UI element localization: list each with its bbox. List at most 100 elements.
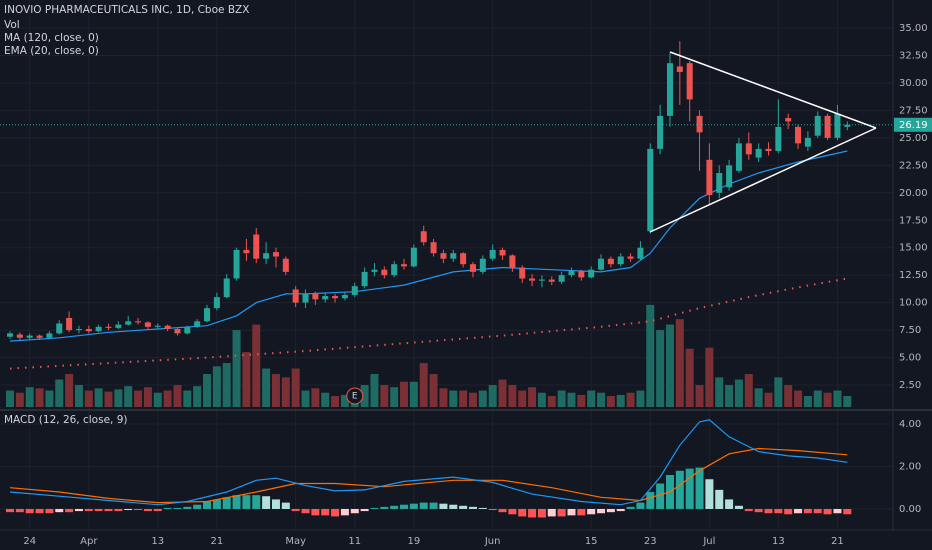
candle-body [204,308,211,322]
macd-histogram-bar [419,502,428,509]
x-tick-label: Jul [702,536,715,547]
candle-body [371,269,378,272]
candle-body [568,270,575,276]
candle-body [785,118,792,122]
candle-body [292,289,299,303]
candle-body [735,143,742,171]
macd-histogram-bar [744,508,753,512]
volume-bar [833,390,842,407]
macd-histogram-bar [390,505,399,509]
volume-bar [656,330,665,407]
candle-body [469,264,476,272]
candle-body [578,270,585,278]
candle-body [322,296,329,300]
volume-bar [665,324,674,407]
volume-bar [449,390,458,407]
x-tick-label: 21 [831,536,844,547]
macd-histogram-bar [567,508,576,516]
candle-body [253,234,260,259]
volume-bar [400,381,409,407]
volume-bar [45,390,54,407]
volume-bar [567,392,576,407]
volume-bar [419,363,428,407]
symbol-title: INOVIO PHARMACEUTICALS INC, 1D, Cboe BZX [4,4,249,16]
y-tick-label: 30.00 [899,78,928,89]
candle-body [765,148,772,152]
macd-histogram-bar [518,508,527,517]
macd-histogram-bar [25,508,34,514]
macd-histogram-bar [143,508,152,512]
candle-body [391,264,398,276]
candle-body [499,249,506,256]
volume-bar [281,377,290,407]
volume-bar [242,352,251,407]
y-tick-label: 25.00 [899,133,928,144]
volume-bar [587,390,596,407]
y-tick-label: 10.00 [899,298,928,309]
y-tick-label: 35.00 [899,23,928,34]
candle-body [332,296,339,299]
volume-bar [331,396,340,407]
y-tick-label: 2.00 [899,462,921,473]
macd-histogram-bar [774,508,783,514]
candle-body [627,256,634,259]
candle-body [617,256,624,265]
y-tick-label: 4.00 [899,419,921,430]
volume-bar [321,392,330,407]
macd-histogram-bar [242,495,251,509]
candle-body [272,252,279,257]
volume-bar [488,385,497,407]
candle-body [489,249,496,259]
macd-histogram-bar [528,508,537,518]
macd-histogram-bar [685,468,694,509]
macd-histogram-bar [695,467,704,509]
macd-histogram-bar [833,508,842,514]
macd-histogram-bar [429,502,438,509]
volume-bar [114,389,123,407]
macd-histogram-bar [646,491,655,509]
macd-histogram-bar [222,497,231,509]
macd-histogram-bar [331,508,340,517]
candle-body [519,267,526,279]
marks [0,41,893,518]
earnings-marker [346,387,364,405]
candle-body [666,63,673,116]
candle-body [56,323,63,334]
candle-body [834,113,841,138]
candle-body [607,258,614,265]
candle-body [420,231,427,243]
macd-histogram-bar [725,499,734,509]
macd-line [9,419,848,506]
macd-histogram-bar [193,504,202,509]
candle-body [26,335,33,338]
volume-bar [764,392,773,407]
volume-bar [794,390,803,407]
macd-histogram-bar [291,508,300,512]
volume-bar [498,379,507,407]
volume-bar [774,377,783,407]
ma-label: MA (120, close, 0) [4,32,99,44]
volume-bar [163,390,172,407]
macd-histogram-bar [508,508,517,515]
earnings-label: E [352,392,358,402]
volume-bar [271,374,280,407]
candle-body [460,253,467,265]
macd-histogram-bar [360,508,369,512]
candle-body [115,324,122,328]
candle-body [824,115,831,138]
volume-bar [262,368,271,407]
candle-body [95,326,102,332]
volume-bar [252,324,261,407]
macd-histogram-bar [380,506,389,509]
volume-bar [291,368,300,407]
macd-histogram-bar [734,505,743,509]
macd-histogram-bar [400,504,409,509]
x-tick-label: Jun [484,536,501,547]
candle-body [598,258,605,270]
volume-bar [537,392,546,407]
volume-bar [124,386,133,407]
candle-body [164,325,171,330]
volume-bar [222,363,231,407]
candle-body [450,253,457,259]
